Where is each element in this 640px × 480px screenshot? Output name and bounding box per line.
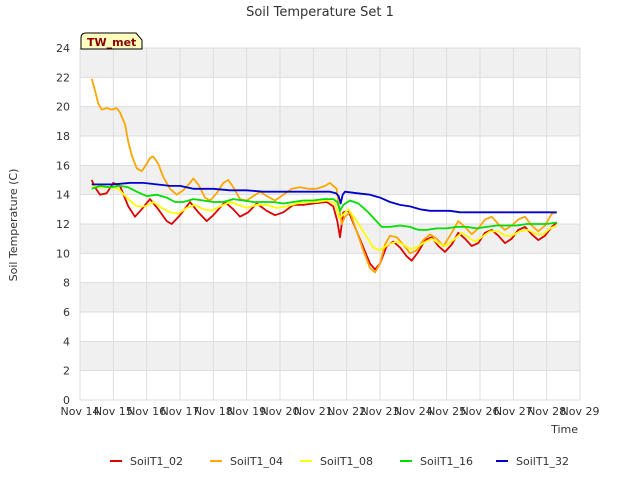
x-tick-label: Nov 25 xyxy=(427,405,466,418)
legend-label: SoilT1_08 xyxy=(320,455,373,468)
y-tick-label: 12 xyxy=(56,218,70,231)
site-badge-box xyxy=(80,32,143,50)
series-line-soilt1-32 xyxy=(91,181,557,214)
x-tick-label: Nov 20 xyxy=(261,405,300,418)
y-tick-label: 6 xyxy=(63,306,70,319)
x-tick-label: Nov 26 xyxy=(461,405,500,418)
plot-band xyxy=(80,370,580,400)
y-tick-label: 4 xyxy=(63,335,70,348)
series-line-soilt1-02 xyxy=(90,179,558,271)
y-tick-label: 2 xyxy=(63,365,70,378)
series-line-soilt1-16 xyxy=(91,184,557,231)
series-lines xyxy=(90,78,558,274)
x-tick-label: Nov 27 xyxy=(494,405,533,418)
plot-background-bands xyxy=(80,48,580,400)
plot-band xyxy=(80,136,580,166)
plot-band xyxy=(80,312,580,342)
y-axis-label: Soil Temperature (C) xyxy=(7,169,20,282)
chart-title: Soil Temperature Set 1 xyxy=(246,5,394,20)
x-tick-label: Nov 28 xyxy=(527,405,566,418)
x-tick-label: Nov 14 xyxy=(61,405,100,418)
x-tick-label: Nov 18 xyxy=(194,405,233,418)
grid-lines xyxy=(79,47,581,401)
y-tick-label: 8 xyxy=(63,277,70,290)
x-tick-label: Nov 22 xyxy=(327,405,366,418)
x-tick-label: Nov 17 xyxy=(161,405,200,418)
x-tick-label: Nov 23 xyxy=(361,405,400,418)
plot-band xyxy=(80,165,580,195)
plot-band xyxy=(80,48,580,78)
y-tick-label: 22 xyxy=(56,71,70,84)
series-line-soilt1-04 xyxy=(90,78,557,274)
x-tick-label: Nov 21 xyxy=(294,405,333,418)
x-tick-label: Nov 29 xyxy=(561,405,600,418)
y-tick-label: 20 xyxy=(56,101,70,114)
plot-band xyxy=(80,282,580,312)
plot-band xyxy=(80,253,580,283)
y-tick-label: 16 xyxy=(56,159,70,172)
legend-label: SoilT1_32 xyxy=(516,455,569,468)
x-tick-label: Nov 16 xyxy=(127,405,166,418)
y-tick-label: 24 xyxy=(56,42,70,55)
legend-label: SoilT1_16 xyxy=(420,455,473,468)
site-badge: TW_met xyxy=(80,32,143,50)
x-axis-label: Time xyxy=(550,423,578,436)
y-tick-label: 14 xyxy=(56,189,70,202)
legend-label: SoilT1_02 xyxy=(130,455,183,468)
site-badge-label: TW_met xyxy=(87,36,136,49)
x-tick-label: Nov 24 xyxy=(394,405,433,418)
plot-band xyxy=(80,77,580,107)
y-tick-label: 0 xyxy=(63,394,70,407)
x-tick-label: Nov 15 xyxy=(94,405,133,418)
legend: SoilT1_02 SoilT1_04 SoilT1_08 SoilT1_16 Soil… xyxy=(110,455,569,468)
y-tick-label: 10 xyxy=(56,247,70,260)
x-tick-label: Nov 19 xyxy=(227,405,266,418)
y-tick-label: 18 xyxy=(56,130,70,143)
plot-band xyxy=(80,106,580,136)
plot-band xyxy=(80,224,580,254)
series-line-soilt1-08 xyxy=(91,185,558,252)
plot-band xyxy=(80,341,580,371)
legend-label: SoilT1_04 xyxy=(230,455,283,468)
